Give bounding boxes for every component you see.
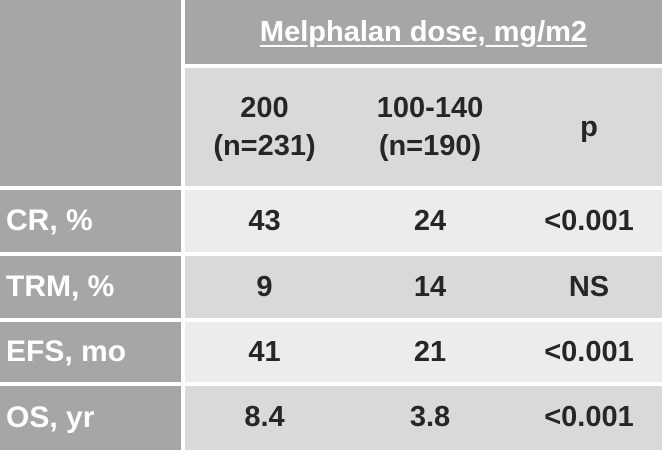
- cell-efs-p: <0.001: [544, 335, 634, 368]
- row-label-efs: EFS, mo: [0, 322, 181, 382]
- column-header-100-140: 100-140 (n=190): [344, 68, 516, 186]
- cell-os-200: 8.4: [244, 400, 285, 433]
- row-label-trm: TRM, %: [0, 256, 181, 318]
- cell-trm-100: 14: [413, 270, 447, 303]
- cell-cr-200: 43: [248, 204, 281, 237]
- column-header-line: p: [580, 111, 598, 143]
- table-title: Melphalan dose, mg/m2: [259, 15, 588, 48]
- table-row: [185, 386, 662, 450]
- column-header-p: p: [516, 68, 662, 186]
- cell-trm-p: NS: [568, 270, 610, 303]
- cell-cr-p: <0.001: [544, 204, 634, 237]
- cell-cr-100: 24: [413, 204, 447, 237]
- table-row: [185, 322, 662, 382]
- cell-efs-100: 21: [413, 335, 447, 368]
- cell-os-100: 3.8: [409, 400, 451, 433]
- column-header-line: 100-140: [376, 92, 484, 124]
- table-row: [185, 256, 662, 318]
- cell-trm-200: 9: [256, 270, 273, 303]
- table-header: Melphalan dose, mg/m2: [185, 0, 662, 64]
- column-header-line: (n=190): [378, 130, 482, 162]
- cell-os-p: <0.001: [544, 400, 634, 433]
- table-row: [185, 190, 662, 252]
- column-header-line: 200: [240, 92, 289, 124]
- table-corner: [0, 0, 181, 186]
- column-header-line: (n=231): [213, 130, 316, 162]
- cell-efs-200: 41: [248, 335, 281, 368]
- column-header-200: 200 (n=231): [185, 68, 344, 186]
- row-label-os: OS, yr: [0, 386, 181, 450]
- row-label-cr: CR, %: [0, 190, 181, 252]
